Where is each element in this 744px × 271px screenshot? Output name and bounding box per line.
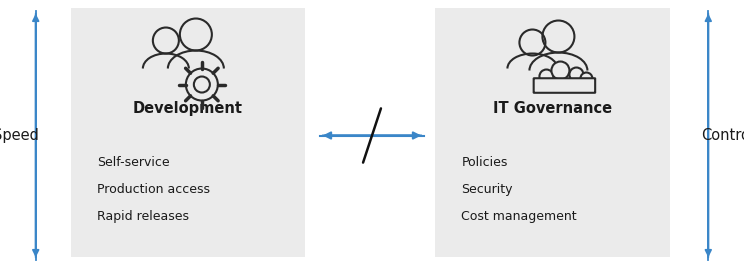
- Text: Rapid releases: Rapid releases: [97, 210, 189, 223]
- Text: Security: Security: [461, 183, 513, 196]
- FancyBboxPatch shape: [533, 78, 595, 93]
- Text: Control: Control: [701, 128, 744, 143]
- Text: Cost management: Cost management: [461, 210, 577, 223]
- FancyBboxPatch shape: [71, 8, 305, 257]
- Ellipse shape: [551, 62, 569, 79]
- Text: Speed: Speed: [0, 128, 39, 143]
- Ellipse shape: [569, 67, 583, 82]
- Ellipse shape: [539, 70, 554, 83]
- Text: Self-service: Self-service: [97, 156, 170, 169]
- Text: Development: Development: [133, 101, 243, 116]
- Text: IT Governance: IT Governance: [493, 101, 612, 116]
- FancyBboxPatch shape: [435, 8, 670, 257]
- Text: Production access: Production access: [97, 183, 210, 196]
- Text: Policies: Policies: [461, 156, 507, 169]
- Ellipse shape: [580, 73, 592, 85]
